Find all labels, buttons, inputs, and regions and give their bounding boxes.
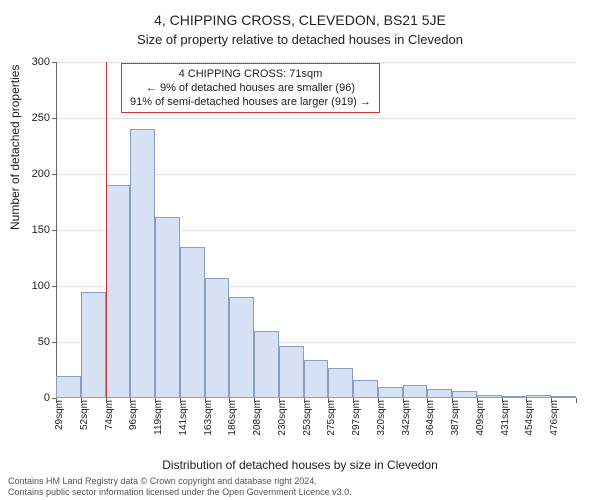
gridline xyxy=(56,118,576,119)
histogram-bar xyxy=(452,391,477,398)
histogram-bar xyxy=(403,385,428,398)
x-tick-label: 29sqm xyxy=(54,398,65,430)
x-axis-label: Distribution of detached houses by size … xyxy=(0,458,600,472)
histogram-bar xyxy=(427,389,452,398)
x-tick-label: 364sqm xyxy=(425,398,436,436)
histogram-bar xyxy=(353,380,378,398)
histogram-bar xyxy=(106,185,131,398)
histogram-bar xyxy=(205,278,230,398)
y-tick-label: 150 xyxy=(32,224,56,236)
plot-area: 05010015020025030029sqm52sqm74sqm96sqm11… xyxy=(56,62,576,398)
histogram-bar xyxy=(279,346,304,398)
histogram-bar xyxy=(378,387,403,398)
chart-container: { "title_line1": "4, CHIPPING CROSS, CLE… xyxy=(0,0,600,500)
histogram-bar xyxy=(328,368,353,398)
histogram-bar xyxy=(254,331,279,398)
x-tick-label: 476sqm xyxy=(549,398,560,436)
footer-attribution: Contains HM Land Registry data © Crown c… xyxy=(8,476,352,498)
x-tick-label: 230sqm xyxy=(277,398,288,436)
x-tick-label: 74sqm xyxy=(104,398,115,430)
chart-subtitle: Size of property relative to detached ho… xyxy=(0,32,600,47)
annotation-box: 4 CHIPPING CROSS: 71sqm← 9% of detached … xyxy=(121,63,380,113)
x-tick-label: 141sqm xyxy=(178,398,189,436)
y-axis-label: Number of detached properties xyxy=(8,65,22,230)
x-tick-label: 387sqm xyxy=(450,398,461,436)
x-tick-label: 52sqm xyxy=(79,398,90,430)
y-tick-label: 50 xyxy=(38,336,56,348)
histogram-bar xyxy=(180,247,205,398)
x-tick-label: 208sqm xyxy=(252,398,263,436)
x-tick-mark xyxy=(576,398,577,403)
x-tick-label: 119sqm xyxy=(153,398,164,435)
histogram-bar xyxy=(81,292,106,398)
x-tick-label: 431sqm xyxy=(500,398,511,436)
x-tick-label: 96sqm xyxy=(128,398,139,430)
y-tick-label: 200 xyxy=(32,168,56,180)
x-tick-label: 186sqm xyxy=(227,398,238,436)
x-tick-label: 454sqm xyxy=(524,398,535,436)
histogram-bar xyxy=(304,360,329,398)
y-tick-label: 100 xyxy=(32,280,56,292)
annotation-line2: ← 9% of detached houses are smaller (96) xyxy=(130,81,371,95)
x-tick-label: 320sqm xyxy=(376,398,387,436)
x-tick-label: 297sqm xyxy=(351,398,362,436)
histogram-bar xyxy=(130,129,155,398)
y-tick-label: 250 xyxy=(32,112,56,124)
annotation-line3: 91% of semi-detached houses are larger (… xyxy=(130,95,371,109)
x-tick-label: 409sqm xyxy=(475,398,486,436)
chart-title-address: 4, CHIPPING CROSS, CLEVEDON, BS21 5JE xyxy=(0,12,600,28)
x-tick-label: 275sqm xyxy=(326,398,337,436)
reference-line xyxy=(106,62,107,398)
histogram-bar xyxy=(155,217,180,398)
histogram-bar xyxy=(56,376,81,398)
annotation-line1: 4 CHIPPING CROSS: 71sqm xyxy=(130,67,371,81)
footer-line1: Contains HM Land Registry data © Crown c… xyxy=(8,476,352,487)
footer-line2: Contains public sector information licen… xyxy=(8,487,352,498)
x-tick-label: 253sqm xyxy=(302,398,313,436)
histogram-bar xyxy=(229,297,254,398)
x-tick-label: 163sqm xyxy=(203,398,214,436)
x-tick-label: 342sqm xyxy=(401,398,412,436)
y-tick-label: 300 xyxy=(32,56,56,68)
